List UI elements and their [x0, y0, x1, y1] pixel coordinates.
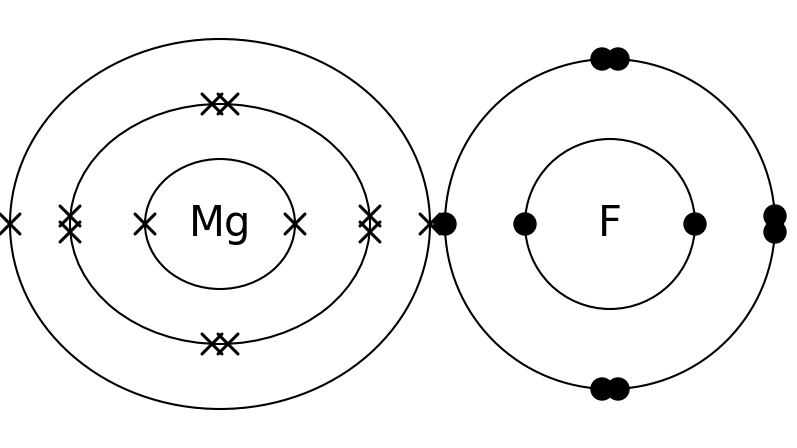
Text: F: F: [598, 203, 622, 245]
Circle shape: [607, 378, 629, 400]
Circle shape: [684, 213, 706, 235]
Circle shape: [607, 48, 629, 70]
Circle shape: [764, 221, 786, 243]
Circle shape: [514, 213, 536, 235]
Circle shape: [764, 205, 786, 227]
Circle shape: [591, 48, 613, 70]
Circle shape: [434, 213, 456, 235]
Circle shape: [591, 378, 613, 400]
Text: Mg: Mg: [189, 203, 251, 245]
